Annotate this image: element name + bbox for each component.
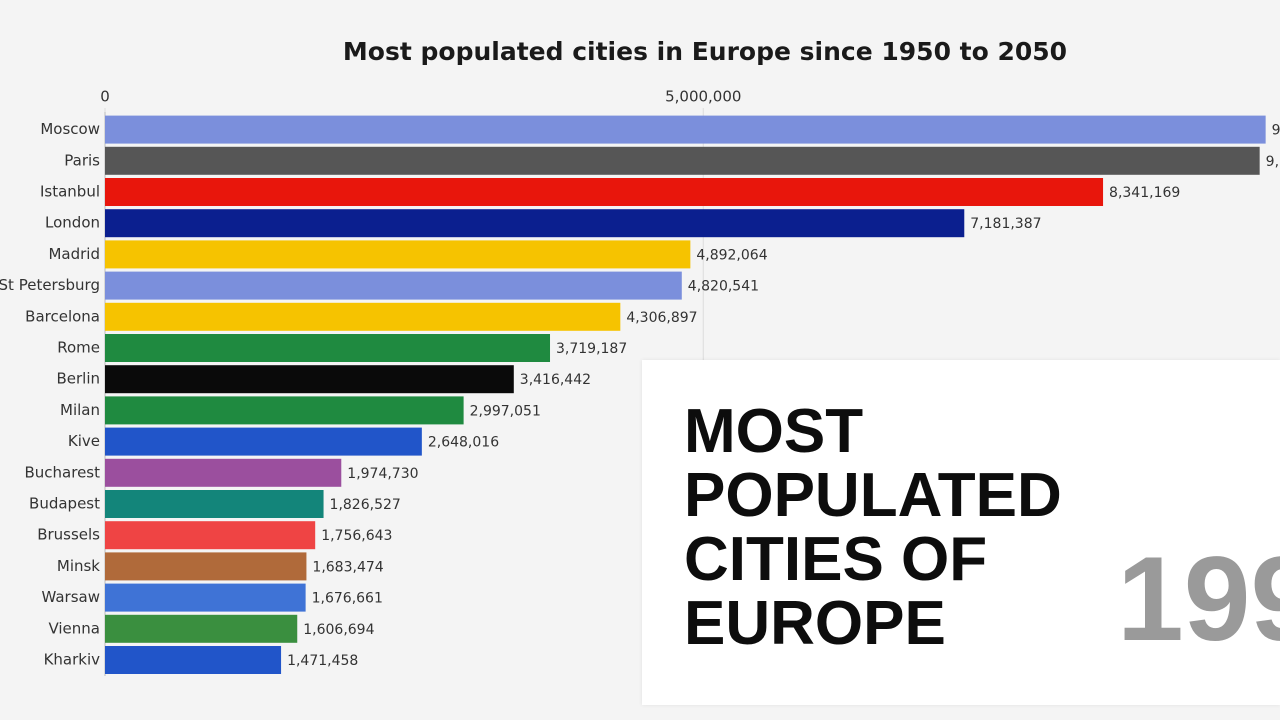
bar — [105, 240, 691, 269]
value-label: 9,650,000 — [1266, 154, 1280, 170]
bar — [105, 302, 621, 331]
value-label: 2,997,051 — [470, 403, 541, 419]
y-tick-label: Moscow — [40, 120, 100, 138]
y-tick-label: Kharkiv — [44, 651, 101, 669]
title-line: CITIES OF — [684, 525, 988, 594]
bar — [105, 271, 682, 300]
title-line: POPULATED — [684, 461, 1062, 530]
bar — [105, 583, 306, 612]
value-label: 3,416,442 — [520, 372, 591, 388]
bar — [105, 146, 1260, 175]
bar — [105, 396, 464, 425]
value-label: 2,648,016 — [428, 435, 499, 451]
y-tick-label: London — [45, 214, 100, 232]
y-tick-label: Barcelona — [25, 307, 100, 325]
bar — [105, 115, 1266, 144]
y-tick-label: Madrid — [48, 245, 100, 263]
y-tick-label: Rome — [57, 339, 100, 357]
x-tick-label: 0 — [100, 88, 110, 106]
value-label: 7,181,387 — [970, 216, 1041, 232]
bar — [105, 334, 551, 362]
bar — [105, 458, 342, 487]
bar — [105, 490, 324, 518]
bar — [105, 614, 298, 643]
year-label: 199 — [1117, 532, 1280, 666]
value-label: 1,471,458 — [287, 653, 358, 669]
value-label: 1,826,527 — [330, 497, 401, 513]
title-line: EUROPE — [684, 589, 946, 658]
value-label: 1,676,661 — [312, 591, 383, 607]
y-tick-label: Bucharest — [24, 463, 100, 481]
value-label: 1,606,694 — [303, 622, 374, 638]
value-label: 4,892,064 — [696, 247, 767, 263]
value-label: 1,974,730 — [347, 466, 418, 482]
bar — [105, 521, 316, 550]
value-label: 8,341,169 — [1109, 185, 1180, 201]
value-label: 3,719,187 — [556, 341, 627, 357]
y-tick-label: Vienna — [48, 619, 100, 637]
y-tick-label: Warsaw — [41, 588, 100, 606]
y-tick-label: Istanbul — [40, 183, 100, 201]
value-label: 1,683,474 — [312, 559, 383, 575]
y-tick-label: Berlin — [56, 370, 100, 388]
y-tick-label: Milan — [60, 401, 100, 419]
bar — [105, 646, 282, 674]
bar — [105, 427, 422, 456]
bar — [105, 178, 1104, 206]
y-tick-label: Minsk — [57, 557, 100, 575]
y-tick-label: Kive — [68, 432, 100, 450]
value-label: 4,306,897 — [626, 310, 697, 326]
bar — [105, 365, 514, 394]
chart-title: Most populated cities in Europe since 19… — [343, 37, 1067, 66]
y-tick-label: St Petersburg — [0, 276, 100, 294]
value-label: 9,700,000 — [1272, 123, 1280, 139]
value-label: 1,756,643 — [321, 528, 392, 544]
bar — [105, 552, 307, 581]
title-line: MOST — [684, 397, 864, 466]
y-tick-label: Paris — [64, 151, 100, 169]
bar — [105, 209, 965, 238]
value-label: 4,820,541 — [688, 279, 759, 295]
y-tick-label: Brussels — [37, 526, 100, 544]
x-tick-label: 5,000,000 — [665, 88, 741, 106]
y-tick-label: Budapest — [29, 495, 100, 513]
